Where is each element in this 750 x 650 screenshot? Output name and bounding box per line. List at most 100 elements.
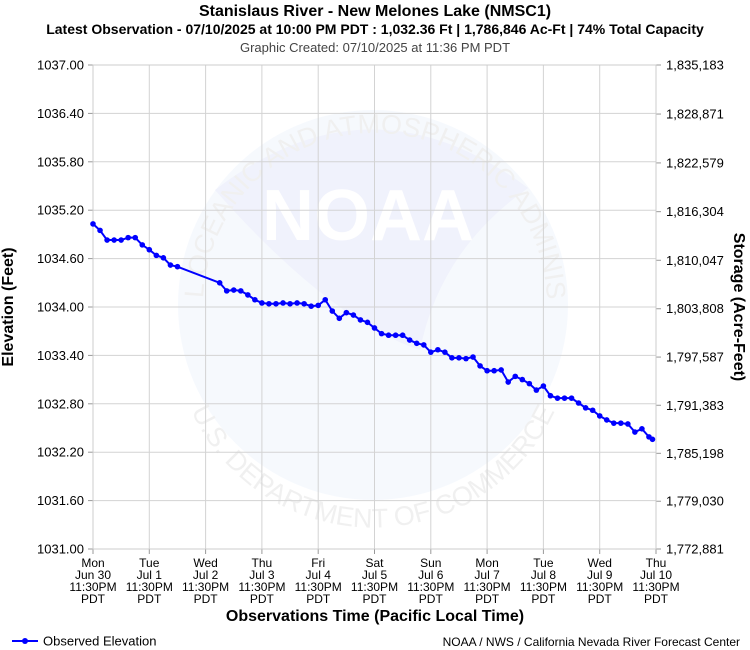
x-tick-label-line: Jul 1	[137, 568, 163, 582]
x-tick-label-line: Wed	[193, 556, 217, 570]
y-tick-label: 1033.40	[37, 348, 84, 363]
data-point	[540, 383, 547, 389]
x-tick-label-line: Tue	[533, 556, 554, 570]
data-point	[167, 262, 174, 268]
x-tick-label-line: Tue	[139, 556, 160, 570]
data-point	[561, 395, 568, 401]
x-tick-label: Tue Jul 8 11:30PM PDT	[520, 556, 567, 606]
y-tick-label: 1032.80	[37, 396, 84, 411]
data-point	[498, 367, 504, 373]
data-point	[589, 407, 596, 414]
data-point	[568, 395, 575, 401]
x-tick-label-line: Wed	[587, 556, 611, 570]
x-tick-label-line: Mon	[81, 556, 104, 570]
x-tick-label-line: Jul 10	[640, 568, 672, 582]
x-tick-label-line: 11:30PM	[407, 580, 454, 594]
x-tick-label-line: 11:30PM	[520, 580, 567, 594]
data-point	[223, 288, 230, 294]
data-point	[343, 309, 350, 316]
plot-frame	[92, 64, 657, 550]
y-axis-title: Elevation (Feet)	[0, 247, 17, 366]
data-point	[512, 373, 519, 380]
x-tick-label-line: Fri	[311, 556, 325, 570]
x-tick-label-line: Jul 7	[474, 568, 500, 582]
data-point	[287, 300, 293, 307]
data-point	[618, 420, 624, 426]
source-note: NOAA / NWS / California Nevada River For…	[443, 635, 740, 649]
data-point	[442, 349, 448, 355]
data-point	[174, 263, 181, 270]
y-tick-label: 1031.00	[37, 542, 84, 557]
x-tick-label-line: Jul 9	[587, 568, 613, 582]
data-point	[596, 413, 603, 419]
x-tick-label: Mon Jul 7 11:30PM PDT	[464, 556, 511, 606]
y-tick-label: 1035.20	[37, 203, 84, 218]
data-point	[491, 367, 497, 374]
data-point	[449, 355, 455, 361]
y2-tick-label: 1,797,587	[666, 350, 724, 365]
data-point	[399, 332, 406, 339]
x-tick-label: Thu Jul 3 11:30PM PDT	[238, 556, 285, 606]
data-point	[463, 355, 469, 362]
data-point	[160, 254, 167, 261]
y2-tick-label: 1,828,871	[666, 107, 724, 122]
x-tick-label-line: PDT	[81, 592, 106, 606]
x-tick-label-line: Mon	[475, 556, 498, 570]
data-point	[428, 349, 434, 355]
data-point	[259, 300, 265, 306]
data-point	[575, 400, 582, 406]
data-point	[547, 392, 554, 399]
data-point	[237, 288, 244, 294]
data-point	[294, 300, 300, 306]
series-line	[92, 223, 654, 441]
data-point	[470, 354, 476, 360]
legend-label: Observed Elevation	[43, 634, 156, 649]
y-tick-label: 1036.40	[37, 106, 84, 121]
x-tick-label-line: Jul 3	[249, 568, 275, 582]
data-point	[639, 426, 645, 432]
x-tick-label: Mon Jun 30 11:30PM PDT	[69, 556, 116, 606]
data-point	[153, 252, 160, 259]
x-tick-label-line: 11:30PM	[464, 580, 511, 594]
data-point	[97, 227, 103, 234]
data-point	[505, 379, 512, 385]
y2-tick-label: 1,772,881	[666, 542, 724, 557]
data-point	[392, 332, 399, 339]
data-point	[456, 355, 462, 361]
data-point	[603, 417, 610, 423]
x-tick-label-line: Jul 2	[193, 568, 219, 582]
y2-tick-label: 1,791,383	[666, 398, 724, 413]
data-point	[526, 380, 533, 387]
x-tick-label-line: PDT	[419, 592, 444, 606]
x-tick-label: Thu Jul 10 11:30PM PDT	[632, 556, 679, 606]
y-tick-label: 1032.20	[37, 445, 84, 460]
data-point	[435, 346, 441, 353]
data-point	[625, 421, 631, 427]
x-axis-title: Observations Time (Pacific Local Time)	[226, 608, 524, 625]
x-tick-label: Fri Jul 4 11:30PM PDT	[295, 556, 342, 606]
x-tick-label-line: Sun	[420, 556, 441, 570]
data-point	[301, 300, 307, 307]
data-point	[308, 303, 314, 309]
data-point	[357, 317, 364, 323]
data-point	[484, 367, 490, 374]
x-tick-label: Wed Jul 2 11:30PM PDT	[182, 556, 229, 606]
y-tick-label: 1034.00	[37, 300, 84, 315]
y2-tick-label: 1,785,198	[666, 446, 724, 461]
x-tick-label-line: 11:30PM	[632, 580, 679, 594]
x-tick-label-line: Jul 5	[362, 568, 388, 582]
data-point	[582, 405, 589, 411]
x-tick-label-line: PDT	[644, 592, 669, 606]
y2-tick-label: 1,835,183	[666, 58, 724, 73]
watermark: NOAA NATIONAL OCEANIC AND ATMOSPHERIC AD…	[0, 0, 571, 534]
data-point	[139, 242, 146, 248]
y2-axis-title: Storage (Acre-Feet)	[730, 233, 747, 381]
data-point	[610, 420, 617, 426]
y2-tick-label: 1,816,304	[666, 204, 724, 219]
data-point	[266, 300, 272, 307]
x-tick-label-line: Sat	[365, 556, 384, 570]
data-point	[533, 387, 540, 393]
x-tick-label-line: 11:30PM	[351, 580, 398, 594]
data-point	[315, 302, 322, 309]
